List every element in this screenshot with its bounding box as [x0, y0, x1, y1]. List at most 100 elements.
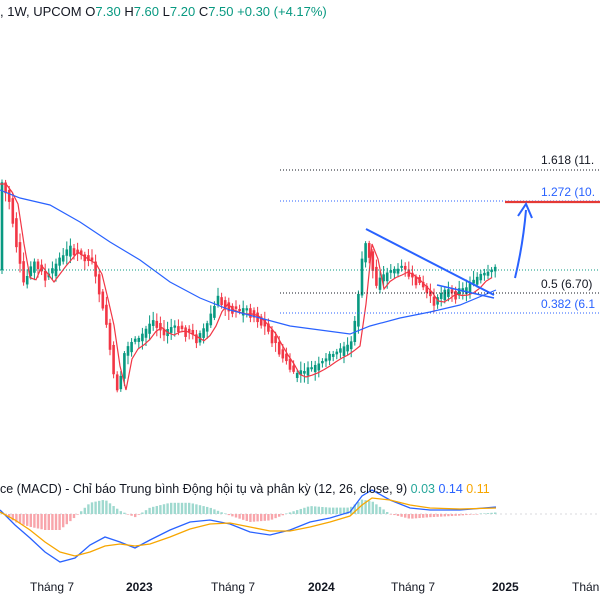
candle-body — [285, 353, 288, 362]
candle-body — [169, 327, 173, 333]
macd-histogram-bar — [40, 514, 43, 530]
candle-body — [22, 261, 25, 283]
candle-body — [33, 261, 36, 273]
candle-body — [475, 276, 479, 285]
macd-histogram-bar — [324, 507, 328, 514]
macd-histogram-bar — [393, 514, 396, 516]
macd-histogram-bar — [368, 500, 371, 514]
candle-body — [324, 358, 328, 362]
macd-histogram-bar — [162, 504, 166, 514]
x-axis-label: Tháng 7 — [211, 580, 256, 594]
triangle-lower-trendline[interactable] — [436, 284, 495, 299]
candle-body — [155, 320, 159, 328]
macd-histogram-bar — [454, 514, 457, 516]
x-axis-label: Tháng 7 — [391, 580, 436, 594]
macd-histogram-bar — [468, 514, 472, 515]
candle-body — [144, 328, 148, 338]
candle-body — [227, 302, 231, 312]
macd-histogram-bar — [486, 513, 490, 514]
candle-body — [87, 255, 90, 261]
macd-histogram-bar — [134, 514, 137, 518]
macd-histogram-bar — [476, 514, 479, 515]
macd-histogram-bar — [418, 514, 421, 519]
candle-body — [483, 272, 486, 276]
candle-body — [364, 243, 367, 263]
symbol-label: , 1W, UPCOM — [0, 4, 82, 19]
candle-body — [7, 189, 11, 202]
macd-histogram-bar — [87, 504, 90, 514]
fib-label-1272: 1.272 (10. — [541, 185, 596, 199]
triangle-upper-trendline[interactable] — [365, 228, 495, 296]
fib-label-1618: 1.618 (11. — [541, 153, 595, 167]
high-value: 7.60 — [133, 4, 160, 19]
macd-histogram-bar — [51, 514, 54, 530]
candle-body — [159, 323, 162, 331]
candle-body — [281, 349, 285, 359]
macd-histogram-bar — [58, 514, 61, 530]
macd-histogram-bar — [472, 514, 475, 515]
macd-histogram-bar — [353, 504, 356, 514]
macd-signal-line — [0, 497, 497, 557]
macd-histogram-bar — [335, 507, 338, 514]
candle-body — [425, 285, 429, 293]
candle-body — [126, 346, 130, 356]
macd-histogram-bar — [440, 514, 443, 517]
macd-histogram-bar — [234, 514, 238, 518]
macd-histogram-bar — [256, 514, 259, 522]
candle-body — [454, 290, 457, 300]
macd-histogram-bar — [206, 506, 209, 514]
macd-histogram-bar — [8, 514, 11, 518]
macd-histogram-bar — [72, 514, 76, 519]
candle-body — [306, 367, 310, 376]
candle-body — [378, 277, 382, 290]
candle-body — [443, 289, 447, 301]
macd-histogram-bar — [303, 507, 306, 514]
macd-histogram-bar — [141, 512, 144, 514]
macd-histogram-bar — [94, 501, 97, 514]
candle-body — [187, 328, 191, 333]
candle-body — [349, 341, 353, 350]
candle-body — [331, 353, 335, 357]
macd-histogram-bar — [15, 514, 18, 523]
macd-histogram-bar — [450, 514, 454, 517]
candle-body — [101, 291, 105, 309]
candle-body — [65, 249, 69, 256]
candle-body — [295, 372, 299, 378]
candle-body — [493, 266, 497, 272]
macd-histogram-bar — [188, 502, 191, 514]
close-value: 7.50 — [208, 4, 234, 19]
macd-histogram-bar — [317, 506, 320, 514]
macd-histogram-bar — [378, 506, 382, 514]
candle-body — [396, 268, 400, 274]
candle-body — [180, 325, 184, 330]
macd-header: ce (MACD) - Chỉ báo Trung bình Động hội … — [0, 482, 490, 496]
macd-histogram-bar — [411, 514, 414, 519]
macd-histogram-bar — [299, 508, 302, 514]
macd-histogram-bar — [44, 514, 47, 530]
macd-histogram-bar — [285, 513, 288, 514]
candle-body — [486, 271, 490, 276]
candle-body — [234, 306, 238, 309]
macd-histogram-bar — [54, 514, 58, 530]
macd-histogram-bar — [11, 514, 14, 521]
candle-body — [231, 305, 234, 314]
fib-label-05: 0.5 (6.70) — [541, 277, 593, 291]
candle-body — [371, 251, 375, 271]
low-value: 7.20 — [169, 4, 196, 19]
x-axis-label: 2023 — [126, 580, 153, 594]
candle-body — [133, 338, 137, 342]
candle-body — [389, 270, 393, 273]
macd-histogram-bar — [184, 502, 187, 514]
candle-body — [249, 308, 252, 318]
candle-body — [54, 263, 58, 277]
candle-body — [130, 341, 133, 353]
candle-body — [313, 364, 317, 373]
candle-body — [216, 295, 220, 306]
macd-histogram-bar — [65, 514, 68, 525]
candle-body — [346, 344, 349, 352]
x-axis-label: 2025 — [492, 580, 519, 594]
macd-histogram-bar — [180, 502, 184, 514]
candle-body — [292, 365, 295, 372]
macd-histogram-bar — [429, 514, 432, 518]
